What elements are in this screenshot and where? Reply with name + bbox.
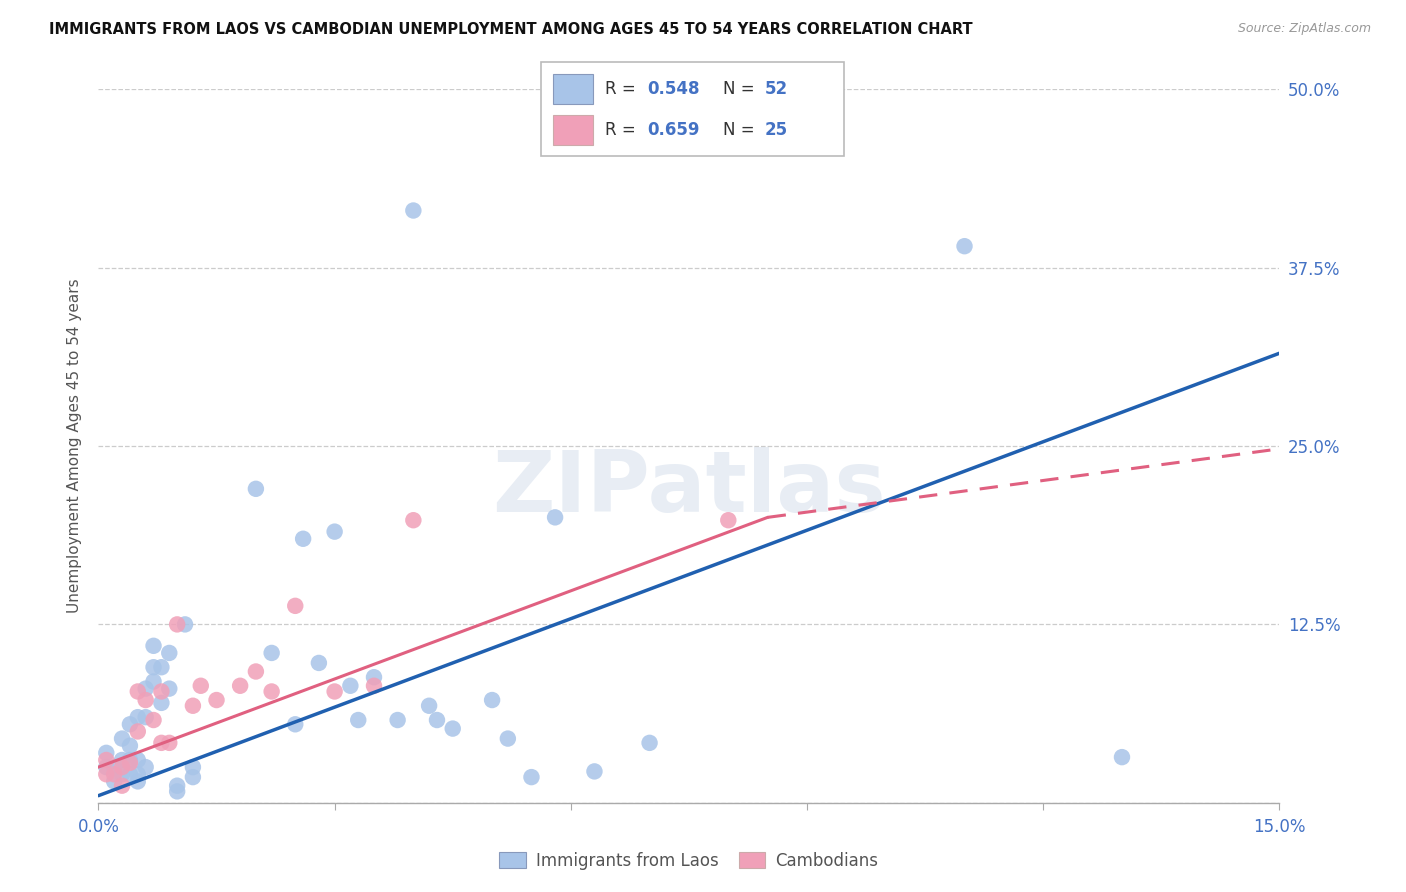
- Point: [127, 724, 149, 739]
- Point: [347, 713, 370, 727]
- Point: [481, 693, 503, 707]
- Point: [96, 746, 118, 760]
- Point: [339, 679, 361, 693]
- Point: [387, 713, 409, 727]
- Point: [142, 660, 165, 674]
- Point: [135, 710, 157, 724]
- Point: [142, 639, 165, 653]
- Point: [103, 767, 125, 781]
- Point: [150, 660, 173, 674]
- Point: [174, 617, 197, 632]
- Y-axis label: Unemployment Among Ages 45 to 54 years: Unemployment Among Ages 45 to 54 years: [67, 278, 83, 614]
- Point: [135, 681, 157, 696]
- Point: [111, 760, 134, 774]
- Point: [135, 760, 157, 774]
- Point: [260, 684, 283, 698]
- Legend: Immigrants from Laos, Cambodians: Immigrants from Laos, Cambodians: [492, 846, 886, 877]
- Point: [181, 698, 204, 713]
- Point: [402, 203, 425, 218]
- Point: [111, 767, 134, 781]
- Point: [111, 731, 134, 746]
- Point: [441, 722, 464, 736]
- Bar: [554, 74, 593, 103]
- Point: [118, 739, 141, 753]
- Point: [157, 736, 180, 750]
- Text: 0.659: 0.659: [647, 121, 700, 139]
- Point: [284, 599, 307, 613]
- Point: [363, 670, 385, 684]
- Text: R =: R =: [605, 79, 641, 97]
- Point: [190, 679, 212, 693]
- Point: [118, 717, 141, 731]
- Point: [426, 713, 449, 727]
- Point: [323, 684, 346, 698]
- Point: [127, 710, 149, 724]
- Point: [157, 681, 180, 696]
- Text: Source: ZipAtlas.com: Source: ZipAtlas.com: [1237, 22, 1371, 36]
- Point: [96, 767, 118, 781]
- Point: [118, 753, 141, 767]
- Point: [103, 774, 125, 789]
- Point: [111, 753, 134, 767]
- Point: [544, 510, 567, 524]
- Point: [260, 646, 283, 660]
- Point: [245, 665, 267, 679]
- Point: [96, 753, 118, 767]
- Text: IMMIGRANTS FROM LAOS VS CAMBODIAN UNEMPLOYMENT AMONG AGES 45 TO 54 YEARS CORRELA: IMMIGRANTS FROM LAOS VS CAMBODIAN UNEMPL…: [49, 22, 973, 37]
- Point: [157, 646, 180, 660]
- Point: [418, 698, 440, 713]
- Text: 52: 52: [765, 79, 789, 97]
- Point: [150, 696, 173, 710]
- Point: [142, 674, 165, 689]
- Point: [245, 482, 267, 496]
- Point: [166, 617, 188, 632]
- Text: 25: 25: [765, 121, 789, 139]
- Point: [402, 513, 425, 527]
- Point: [142, 713, 165, 727]
- Text: N =: N =: [723, 79, 759, 97]
- Text: R =: R =: [605, 121, 641, 139]
- Point: [205, 693, 228, 707]
- Point: [127, 767, 149, 781]
- Point: [103, 760, 125, 774]
- Point: [127, 753, 149, 767]
- Point: [638, 736, 661, 750]
- Point: [583, 764, 606, 779]
- Point: [181, 760, 204, 774]
- Point: [292, 532, 315, 546]
- Point: [181, 770, 204, 784]
- Point: [229, 679, 252, 693]
- Point: [1111, 750, 1133, 764]
- Point: [284, 717, 307, 731]
- Point: [308, 656, 330, 670]
- Point: [166, 779, 188, 793]
- Text: ZIPatlas: ZIPatlas: [492, 447, 886, 531]
- Point: [96, 760, 118, 774]
- Point: [135, 693, 157, 707]
- Text: N =: N =: [723, 121, 759, 139]
- Point: [496, 731, 519, 746]
- Point: [323, 524, 346, 539]
- Point: [111, 779, 134, 793]
- Point: [953, 239, 976, 253]
- Point: [150, 736, 173, 750]
- Point: [118, 767, 141, 781]
- Bar: [554, 115, 593, 145]
- Point: [717, 513, 740, 527]
- Point: [127, 774, 149, 789]
- FancyBboxPatch shape: [541, 62, 844, 156]
- Point: [127, 684, 149, 698]
- Text: 0.548: 0.548: [647, 79, 700, 97]
- Point: [118, 756, 141, 770]
- Point: [166, 784, 188, 798]
- Point: [520, 770, 543, 784]
- Point: [150, 684, 173, 698]
- Point: [363, 679, 385, 693]
